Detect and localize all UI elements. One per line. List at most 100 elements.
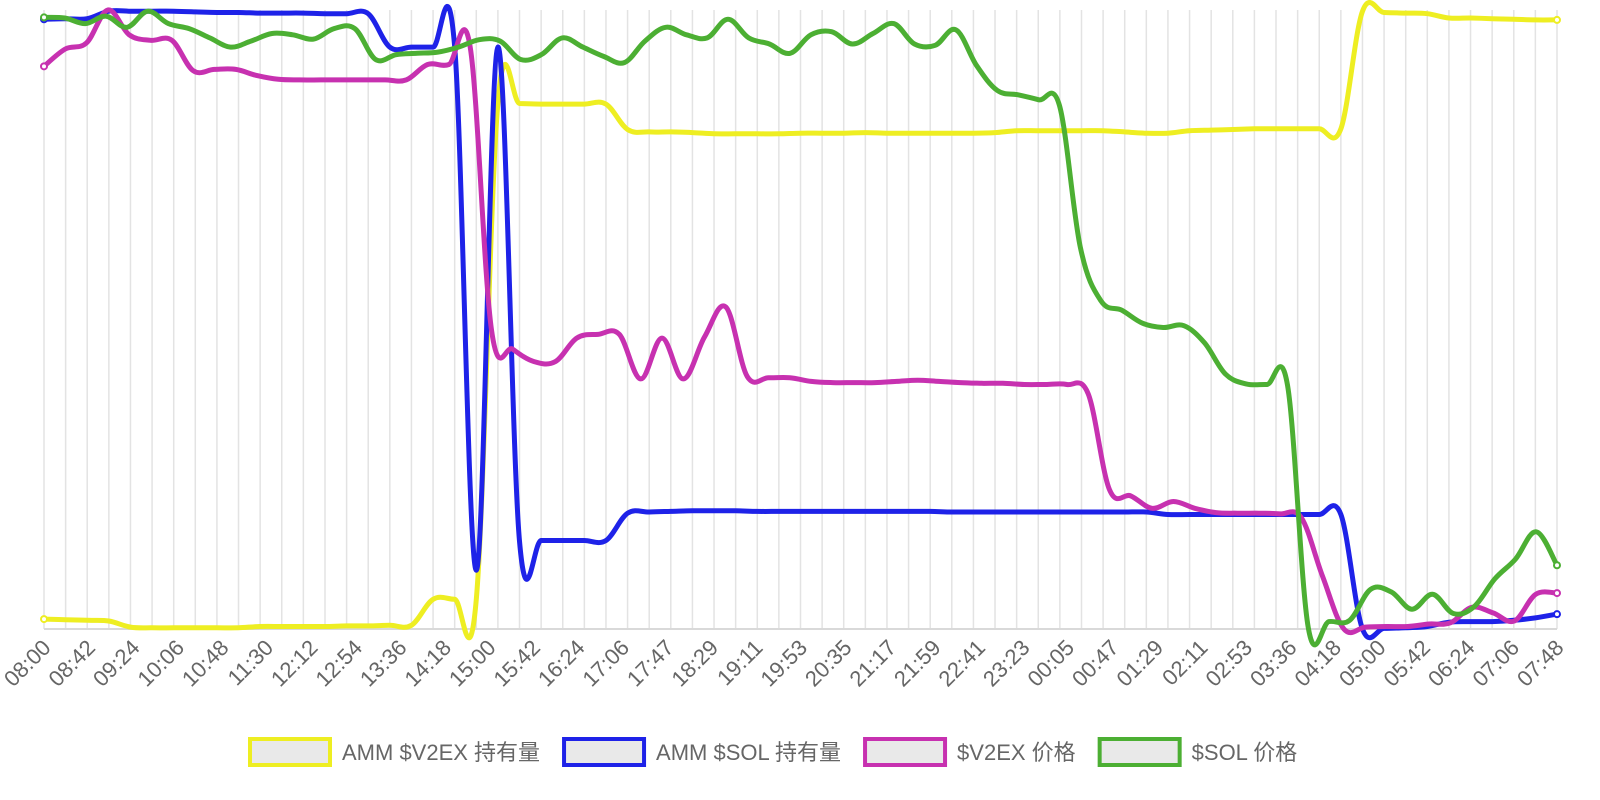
data-point[interactable]: [690, 130, 695, 135]
data-point[interactable]: [1064, 382, 1069, 387]
data-point[interactable]: [891, 21, 896, 26]
data-point[interactable]: [1533, 592, 1538, 597]
data-point[interactable]: [517, 101, 522, 106]
data-point[interactable]: [798, 509, 803, 514]
data-point[interactable]: [1000, 381, 1006, 386]
data-point[interactable]: [1171, 499, 1176, 504]
data-point[interactable]: [1202, 340, 1207, 346]
data-point[interactable]: [1368, 587, 1373, 592]
data-point[interactable]: [863, 509, 868, 514]
data-point[interactable]: [149, 625, 155, 630]
data-point[interactable]: [1022, 382, 1027, 387]
data-point[interactable]: [971, 509, 976, 515]
data-point[interactable]: [387, 623, 392, 628]
data-point[interactable]: [1101, 509, 1106, 515]
data-point[interactable]: [582, 538, 587, 543]
data-point[interactable]: [145, 9, 150, 14]
data-point[interactable]: [755, 131, 760, 136]
data-point[interactable]: [269, 31, 275, 36]
data-point[interactable]: [1360, 9, 1365, 14]
data-point[interactable]: [992, 130, 998, 135]
data-point[interactable]: [820, 509, 825, 514]
data-point[interactable]: [580, 45, 585, 50]
data-point[interactable]: [63, 617, 68, 622]
data-point[interactable]: [85, 16, 90, 21]
data-point[interactable]: [409, 623, 414, 628]
data-point[interactable]: [104, 14, 109, 19]
data-point[interactable]: [518, 57, 523, 62]
data-point[interactable]: [1338, 126, 1343, 131]
data-point[interactable]: [1427, 621, 1432, 627]
data-point[interactable]: [560, 538, 565, 543]
data-point[interactable]: [361, 77, 366, 83]
data-point[interactable]: [539, 52, 544, 57]
data-point[interactable]: [128, 625, 133, 630]
data-point[interactable]: [1235, 511, 1240, 516]
data-point[interactable]: [906, 509, 911, 514]
data-point[interactable]: [452, 597, 457, 602]
data-point[interactable]: [1264, 382, 1269, 387]
data-point[interactable]: [560, 35, 565, 40]
data-point[interactable]: [279, 10, 284, 16]
data-point[interactable]: [1448, 620, 1453, 625]
data-point[interactable]: [1317, 512, 1322, 517]
data-point[interactable]: [517, 539, 522, 544]
data-point[interactable]: [622, 60, 627, 65]
data-point[interactable]: [1128, 493, 1133, 499]
data-point[interactable]: [468, 45, 473, 50]
data-point[interactable]: [373, 57, 378, 62]
data-point[interactable]: [532, 359, 537, 364]
data-point[interactable]: [1384, 624, 1389, 629]
data-point[interactable]: [953, 27, 959, 32]
data-point[interactable]: [1409, 607, 1415, 612]
data-point[interactable]: [214, 10, 220, 15]
data-point[interactable]: [755, 509, 760, 514]
data-point[interactable]: [1079, 128, 1084, 133]
data-point[interactable]: [668, 509, 673, 514]
data-point[interactable]: [191, 68, 196, 73]
data-point[interactable]: [1492, 576, 1497, 581]
legend-item[interactable]: $SOL 价格: [1097, 737, 1298, 767]
data-point[interactable]: [949, 509, 954, 515]
data-point[interactable]: [214, 625, 220, 630]
data-point[interactable]: [1244, 381, 1249, 386]
data-point[interactable]: [366, 623, 371, 629]
data-point[interactable]: [625, 511, 630, 516]
data-point[interactable]: [1471, 604, 1477, 609]
data-point[interactable]: [414, 51, 420, 56]
data-point[interactable]: [723, 305, 729, 310]
data-point[interactable]: [446, 62, 451, 67]
data-point[interactable]: [1320, 574, 1325, 579]
data-point[interactable]: [1490, 16, 1495, 21]
data-point[interactable]: [1101, 128, 1106, 133]
data-point[interactable]: [382, 77, 388, 83]
data-point[interactable]: [394, 52, 399, 57]
data-point[interactable]: [601, 54, 606, 59]
data-point[interactable]: [995, 88, 1000, 93]
data-point[interactable]: [1534, 529, 1539, 534]
data-point[interactable]: [663, 25, 668, 30]
data-point[interactable]: [1122, 129, 1127, 135]
data-point[interactable]: [798, 131, 803, 136]
data-point[interactable]: [430, 597, 436, 602]
data-point[interactable]: [1553, 561, 1561, 570]
data-point[interactable]: [912, 41, 917, 47]
data-point[interactable]: [1181, 323, 1187, 328]
data-point[interactable]: [787, 375, 792, 380]
data-point[interactable]: [936, 379, 942, 384]
data-point[interactable]: [1533, 17, 1538, 23]
data-point[interactable]: [430, 45, 436, 50]
data-point[interactable]: [1036, 97, 1041, 102]
data-point[interactable]: [974, 63, 979, 68]
data-point[interactable]: [1403, 10, 1408, 16]
data-point[interactable]: [1405, 624, 1410, 629]
legend-item[interactable]: AMM $SOL 持有量: [562, 737, 841, 767]
data-point[interactable]: [1363, 625, 1368, 630]
data-point[interactable]: [1468, 15, 1473, 21]
data-point[interactable]: [894, 379, 899, 384]
data-point[interactable]: [352, 26, 357, 31]
data-point[interactable]: [169, 38, 174, 43]
data-point[interactable]: [1295, 126, 1300, 131]
data-point[interactable]: [841, 509, 846, 514]
data-point[interactable]: [553, 359, 558, 364]
